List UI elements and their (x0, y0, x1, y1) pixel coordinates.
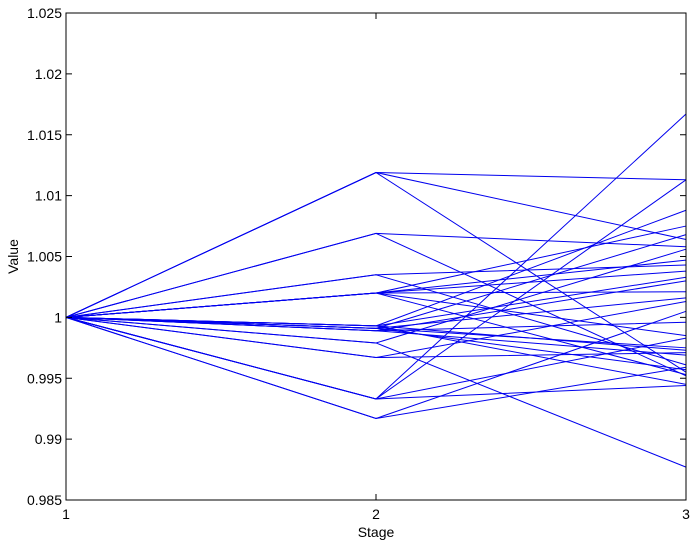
series-line-3 (65, 171, 687, 373)
series-line-18 (65, 234, 687, 329)
series-line-30 (65, 179, 687, 400)
series-lines (65, 113, 687, 468)
y-tick-label: 0.985 (27, 492, 62, 508)
axis-ticks: 1 2 3 0.985 0.99 0.995 1 1.005 1.01 1.015 1.02 1.02… (27, 5, 690, 522)
y-tick-label: 1.02 (35, 66, 62, 82)
series-line-13 (65, 292, 687, 376)
y-tick-label: 1.025 (27, 5, 62, 21)
x-tick-label: 1 (62, 506, 70, 522)
y-tick-label: 1 (54, 309, 62, 325)
series-line-32 (65, 316, 687, 400)
y-tick-label: 1.005 (27, 249, 62, 265)
series-line-34 (65, 316, 687, 419)
series-line-5 (65, 232, 687, 377)
series-line-7 (65, 274, 687, 366)
series-line-21 (65, 316, 687, 371)
x-axis-label: Stage (358, 524, 395, 540)
series-line-16 (65, 316, 687, 351)
plot-frame (65, 12, 687, 501)
x-tick-label: 3 (682, 506, 690, 522)
y-tick-label: 1.015 (27, 127, 62, 143)
y-axis-label: Value (5, 239, 21, 274)
y-tick-label: 1.01 (35, 188, 62, 204)
series-line-19 (65, 297, 687, 329)
series-line-9 (65, 259, 687, 318)
x-tick-label: 2 (372, 506, 380, 522)
series-line-26 (65, 316, 687, 468)
series-line-8 (65, 225, 687, 318)
series-line-28 (65, 316, 687, 359)
series-line-6 (65, 264, 687, 318)
y-tick-label: 0.995 (27, 370, 62, 386)
series-line-33 (65, 310, 687, 419)
series-line-17 (65, 316, 687, 385)
y-tick-label: 0.99 (35, 431, 62, 447)
